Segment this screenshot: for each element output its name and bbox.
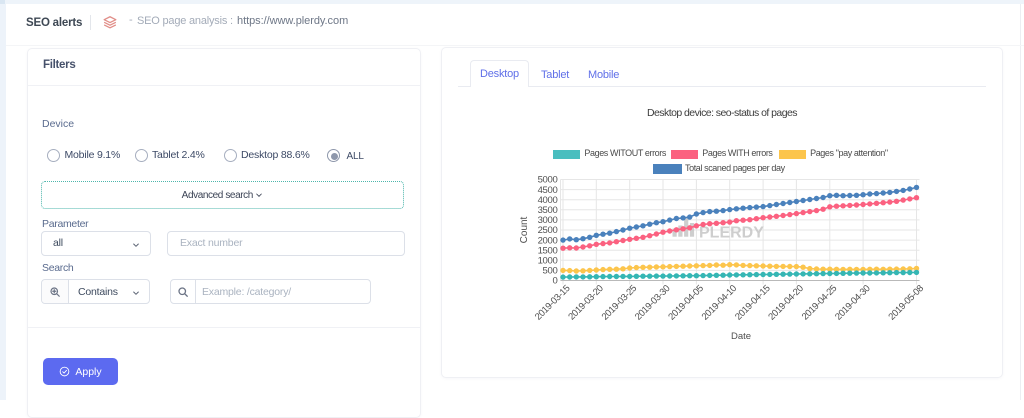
svg-text:2019-03-20: 2019-03-20 — [566, 283, 605, 322]
svg-text:3000: 3000 — [538, 215, 558, 226]
svg-text:2019-04-05: 2019-04-05 — [666, 283, 705, 322]
svg-text:Count: Count — [519, 216, 530, 243]
svg-text:500: 500 — [543, 266, 558, 277]
svg-text:0: 0 — [553, 276, 558, 287]
svg-text:PLERDY: PLERDY — [699, 225, 764, 242]
svg-text:2019-04-10: 2019-04-10 — [700, 283, 739, 322]
svg-text:4500: 4500 — [538, 185, 558, 196]
svg-text:1000: 1000 — [538, 256, 558, 267]
svg-text:2019-03-25: 2019-03-25 — [600, 283, 639, 322]
svg-text:3500: 3500 — [538, 205, 558, 216]
svg-text:2019-03-30: 2019-03-30 — [633, 283, 672, 322]
svg-text:5000: 5000 — [538, 175, 558, 186]
svg-text:4000: 4000 — [538, 195, 558, 206]
svg-text:2019-03-15: 2019-03-15 — [533, 283, 572, 322]
svg-text:2500: 2500 — [538, 225, 558, 236]
svg-text:2019-04-30: 2019-04-30 — [833, 283, 872, 322]
svg-text:2019-04-20: 2019-04-20 — [766, 283, 805, 322]
svg-text:Date: Date — [731, 331, 751, 342]
svg-text:2019-05-08: 2019-05-08 — [886, 283, 925, 322]
svg-text:2000: 2000 — [538, 235, 558, 246]
svg-text:2019-04-25: 2019-04-25 — [800, 283, 839, 322]
svg-text:2019-04-15: 2019-04-15 — [733, 283, 772, 322]
svg-text:1500: 1500 — [538, 245, 558, 256]
